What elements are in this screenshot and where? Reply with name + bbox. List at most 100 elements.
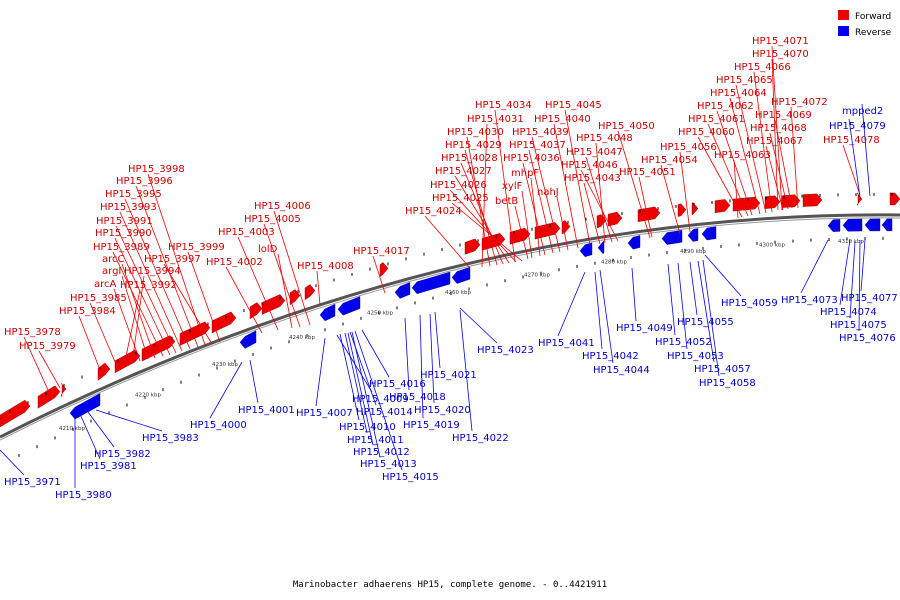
forward-label-leader	[735, 84, 767, 214]
forward-gene-label: HP15_4028	[441, 153, 498, 164]
forward-label-leader	[23, 336, 49, 391]
forward-label-leader	[449, 189, 517, 263]
forward-gene-label: HP15_4006	[254, 201, 311, 212]
reverse-gene-label: HP15_4016	[369, 379, 426, 390]
forward-gene-label: betB	[495, 196, 518, 207]
forward-gene-label: HP15_3992	[120, 280, 177, 291]
forward-label-leader	[464, 149, 498, 266]
reverse-gene-label: HP15_4015	[382, 472, 439, 483]
forward-label-leader	[697, 136, 743, 218]
reverse-gene-label: HP15_4058	[699, 378, 756, 389]
forward-gene-feature	[732, 196, 761, 212]
forward-label-leader	[494, 109, 516, 263]
forward-gene-label: HP15_4046	[561, 160, 618, 171]
forward-gene-label: HP15_4029	[445, 140, 502, 151]
reverse-label-leader	[861, 103, 871, 197]
forward-gene-feature	[802, 193, 823, 207]
reverse-gene-label: HP15_4074	[820, 307, 877, 318]
reverse-label-leader	[336, 334, 373, 393]
forward-label-leader	[729, 97, 761, 215]
reverse-label-leader	[689, 261, 698, 316]
reverse-label-leader	[347, 332, 374, 446]
reverse-gene-feature	[627, 235, 641, 250]
forward-label-leader	[123, 289, 141, 367]
reverse-gene-label: HP15_4020	[414, 405, 471, 416]
reverse-gene-label: HP15_4001	[238, 405, 295, 416]
reverse-label-leader	[667, 263, 676, 336]
forward-label-leader	[531, 136, 561, 253]
forward-gene-label: HP15_4017	[353, 246, 410, 257]
legend-reverse-label: Reverse	[855, 28, 892, 38]
forward-gene-label: HP15_4047	[566, 147, 623, 158]
reverse-label-leader	[351, 331, 381, 458]
forward-gene-label: HP15_4061	[688, 114, 745, 125]
forward-gene-feature	[211, 311, 237, 334]
reverse-label-leader	[404, 317, 410, 391]
forward-gene-label: HP15_3996	[116, 176, 173, 187]
forward-gene-label: HP15_4043	[564, 173, 621, 184]
forward-gene-label: lolD	[258, 244, 278, 255]
legend-forward-label: Forward	[855, 12, 891, 22]
forward-gene-feature	[509, 227, 531, 245]
reverse-gene-label: HP15_4023	[477, 345, 534, 356]
forward-label-leader	[277, 253, 293, 329]
reverse-gene-feature	[451, 266, 471, 284]
forward-label-leader	[522, 162, 546, 256]
reverse-gene-feature	[411, 271, 451, 295]
forward-label-leader	[679, 151, 691, 233]
forward-label-leader	[131, 275, 145, 365]
forward-gene-label: HP15_4068	[750, 123, 807, 134]
forward-label-leader	[771, 45, 783, 211]
forward-gene-feature	[60, 382, 67, 397]
forward-label-leader	[580, 169, 619, 242]
legend: Forward Reverse	[838, 10, 892, 38]
reverse-gene-feature	[597, 240, 605, 255]
kbp-tick-label: 4230 kbp	[212, 362, 238, 368]
kbp-tick-label: 4280 kbp	[601, 259, 627, 265]
forward-label-leader	[595, 142, 606, 244]
forward-gene-label: HP15_4040	[534, 114, 591, 125]
reverse-gene-label: HP15_4057	[694, 364, 751, 375]
forward-gene-label: arcC	[102, 254, 125, 265]
reverse-label-leader	[702, 259, 720, 377]
forward-gene-feature	[596, 214, 607, 229]
kbp-tick-label: 4210 kbp	[59, 426, 85, 432]
reverse-gene-label: HP15_4021	[420, 370, 477, 381]
forward-label-leader	[790, 106, 799, 209]
forward-gene-label: HP15_4003	[218, 227, 275, 238]
reverse-gene-label: HP15_4012	[353, 447, 410, 458]
kbp-tick-label: 4300 kbp	[759, 242, 785, 248]
reverse-label-leader	[339, 333, 360, 421]
forward-label-leader	[124, 198, 191, 350]
forward-gene-label: HP15_4071	[752, 36, 809, 47]
reverse-gene-label: mpped2	[842, 106, 883, 117]
map-caption: Marinobacter adhaerens HP15, complete ge…	[293, 580, 607, 590]
reverse-label-leader	[858, 239, 861, 332]
forward-label-leader	[119, 211, 183, 352]
forward-label-leader	[89, 302, 119, 370]
forward-label-leader	[135, 185, 199, 348]
reverse-label-leader	[429, 313, 435, 404]
reverse-label-leader	[677, 262, 688, 350]
reverse-gene-label: HP15_4018	[389, 392, 446, 403]
forward-gene-label: HP15_4027	[435, 166, 492, 177]
forward-label-leader	[112, 251, 164, 357]
forward-gene-feature	[691, 202, 699, 216]
reverse-gene-label: HP15_3982	[94, 449, 151, 460]
forward-label-leader	[38, 350, 61, 389]
forward-gene-label: HP15_4005	[244, 214, 301, 225]
forward-label-leader	[78, 315, 103, 376]
reverse-label-leader	[704, 254, 742, 297]
kbp-tick-label: 4240 kbp	[289, 335, 315, 341]
reverse-label-leader	[839, 239, 851, 306]
forward-gene-label: HP15_4036	[503, 153, 560, 164]
reverse-label-leader	[249, 359, 259, 404]
forward-gene-feature	[607, 211, 623, 227]
reverse-gene-feature	[842, 218, 863, 232]
forward-gene-feature	[289, 289, 301, 306]
forward-gene-label: xylF	[502, 181, 523, 192]
forward-label-leader	[733, 159, 739, 219]
reverse-gene-label: HP15_4077	[841, 293, 898, 304]
forward-gene-feature	[0, 399, 31, 428]
